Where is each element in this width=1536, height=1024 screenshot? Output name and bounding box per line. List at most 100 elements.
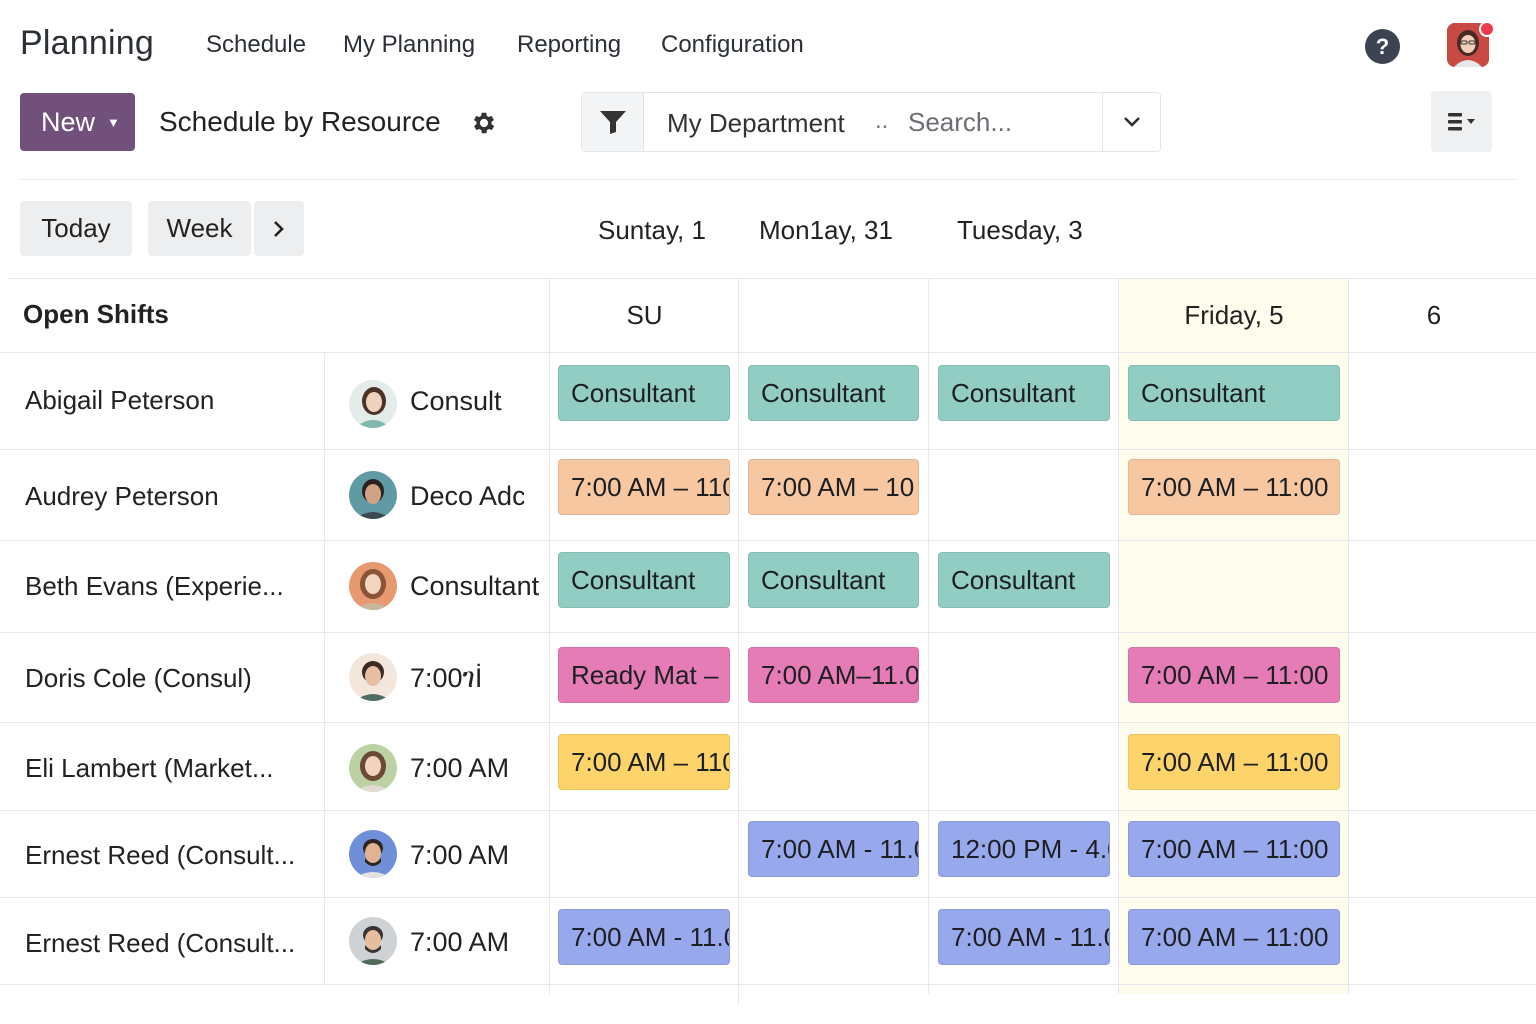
avatar-image	[349, 653, 397, 701]
next-period-button[interactable]	[254, 201, 304, 256]
avatar-image	[349, 380, 397, 428]
resource-role: Deco Adc	[410, 481, 524, 511]
search-input[interactable]	[908, 103, 1098, 141]
divider	[20, 179, 1516, 180]
shift-pill[interactable]: 12:00 PM - 4.0	[938, 821, 1110, 877]
shift-pill[interactable]: 7:00 AM – 110	[558, 459, 730, 515]
column-header-2	[739, 279, 929, 352]
user-avatar-image	[1447, 23, 1489, 67]
shift-pill[interactable]: 7:00 AM - 11.0	[748, 821, 919, 877]
search-options-toggle[interactable]	[1102, 93, 1160, 151]
today-button[interactable]: Today	[20, 201, 132, 256]
shift-pill[interactable]: 7:00 AM - 11.0	[938, 909, 1110, 965]
shift-pill[interactable]: 7:00 AM – 11:00	[1128, 647, 1340, 703]
nav-my-planning[interactable]: My Planning	[343, 31, 476, 58]
top-navbar: Planning Schedule My Planning Reporting …	[0, 0, 1536, 90]
week-button[interactable]: Week	[148, 201, 251, 256]
column-header-1: SU	[626, 300, 663, 330]
app-title[interactable]: Planning	[20, 24, 154, 62]
row-divider	[0, 984, 1536, 985]
resource-name[interactable]: Doris Cole (Consul)	[25, 663, 252, 693]
nav-schedule[interactable]: Schedule	[206, 31, 307, 58]
nav-reporting[interactable]: Reporting	[517, 31, 622, 58]
row-divider	[0, 632, 1536, 633]
shift-pill[interactable]: 7:00 AM – 10	[748, 459, 919, 515]
shift-pill[interactable]: Ready Mat –	[558, 647, 730, 703]
date-label-3: Tuesday, 3	[957, 215, 1083, 245]
avatar-image	[349, 471, 397, 519]
row-divider	[0, 897, 1536, 898]
row-divider	[0, 540, 1536, 541]
resource-avatar	[349, 917, 397, 965]
column-divider	[738, 279, 739, 1004]
column-divider	[1118, 279, 1119, 994]
row-divider	[0, 352, 1536, 353]
resource-name[interactable]: Beth Evans (Experie...	[25, 571, 284, 601]
resource-role: 7:00 AM	[410, 753, 510, 783]
column-divider	[549, 279, 550, 994]
search-facet-more: ..	[875, 107, 889, 134]
schedule-grid: Open Shifts SU Friday, 5 6 Abigail Peter…	[0, 279, 1536, 1024]
search-bar: My Department ..	[581, 92, 1161, 152]
resource-avatar	[349, 653, 397, 701]
caret-down-icon: ▼	[107, 114, 120, 130]
shift-pill[interactable]: 7:00 AM – 11:00	[1128, 734, 1340, 790]
user-avatar[interactable]	[1447, 21, 1495, 67]
shift-pill[interactable]: 7:00 AM – 11:00	[1128, 821, 1340, 877]
layout-switch-button[interactable]	[1431, 91, 1492, 152]
resource-avatar	[349, 562, 397, 610]
shift-pill[interactable]: Consultant	[938, 552, 1110, 608]
avatar-image	[349, 562, 397, 610]
shift-pill[interactable]: 7:00 AM – 11:00	[1128, 909, 1340, 965]
shift-pill[interactable]: Consultant	[748, 552, 919, 608]
shift-pill[interactable]: Consultant	[938, 365, 1110, 421]
date-label-2: Mon1ay, 31	[759, 215, 893, 245]
resource-avatar	[349, 830, 397, 878]
column-divider	[324, 352, 325, 984]
column-header-5: 6	[1426, 300, 1442, 330]
gear-icon[interactable]	[470, 109, 498, 137]
date-label-1: Suntay, 1	[598, 215, 706, 245]
resource-avatar	[349, 471, 397, 519]
new-button[interactable]: New ▼	[20, 93, 135, 151]
search-facet[interactable]: My Department	[667, 108, 845, 138]
column-header-4: Friday, 5	[1184, 300, 1284, 330]
row-divider	[0, 449, 1536, 450]
column-divider	[1348, 279, 1349, 994]
resource-name[interactable]: Audrey Peterson	[25, 481, 219, 511]
filter-icon[interactable]	[582, 93, 644, 151]
resource-name[interactable]: Ernest Reed (Consult...	[25, 840, 296, 870]
resource-role: 7:00 AM	[410, 927, 510, 957]
notification-dot	[1479, 21, 1495, 37]
avatar-image	[349, 917, 397, 965]
chevron-down-icon	[1123, 117, 1140, 127]
resource-avatar	[349, 380, 397, 428]
avatar-image	[349, 744, 397, 792]
resource-name[interactable]: Abigail Peterson	[25, 385, 215, 415]
funnel-icon	[599, 111, 626, 134]
column-header-3	[929, 279, 1119, 352]
nav-configuration[interactable]: Configuration	[661, 31, 804, 58]
resource-avatar	[349, 744, 397, 792]
resource-role: Consult	[410, 386, 502, 416]
divider	[8, 278, 1536, 279]
help-icon[interactable]: ?	[1365, 29, 1400, 64]
shift-pill[interactable]: 7:00 AM – 110	[558, 734, 730, 790]
shift-pill[interactable]: Consultant	[748, 365, 919, 421]
shift-pill[interactable]: Consultant	[558, 365, 730, 421]
avatar-image	[349, 830, 397, 878]
resource-role: Consultant	[410, 571, 540, 601]
resource-role: 7:00ገİ	[410, 663, 483, 693]
resource-name[interactable]: Ernest Reed (Consult...	[25, 928, 296, 958]
row-divider	[0, 810, 1536, 811]
shift-pill[interactable]: 7:00 AM – 11:00	[1128, 459, 1340, 515]
shift-pill[interactable]: Consultant	[558, 552, 730, 608]
chevron-right-icon	[274, 220, 284, 237]
view-title: Schedule by Resource	[159, 106, 441, 137]
shift-pill[interactable]: 7:00 AM - 11.0	[558, 909, 730, 965]
shift-pill[interactable]: 7:00 AM–11.0	[748, 647, 919, 703]
column-divider	[928, 279, 929, 994]
resource-role: 7:00 AM	[410, 840, 510, 870]
shift-pill[interactable]: Consultant	[1128, 365, 1340, 421]
resource-name[interactable]: Eli Lambert (Market...	[25, 753, 274, 783]
